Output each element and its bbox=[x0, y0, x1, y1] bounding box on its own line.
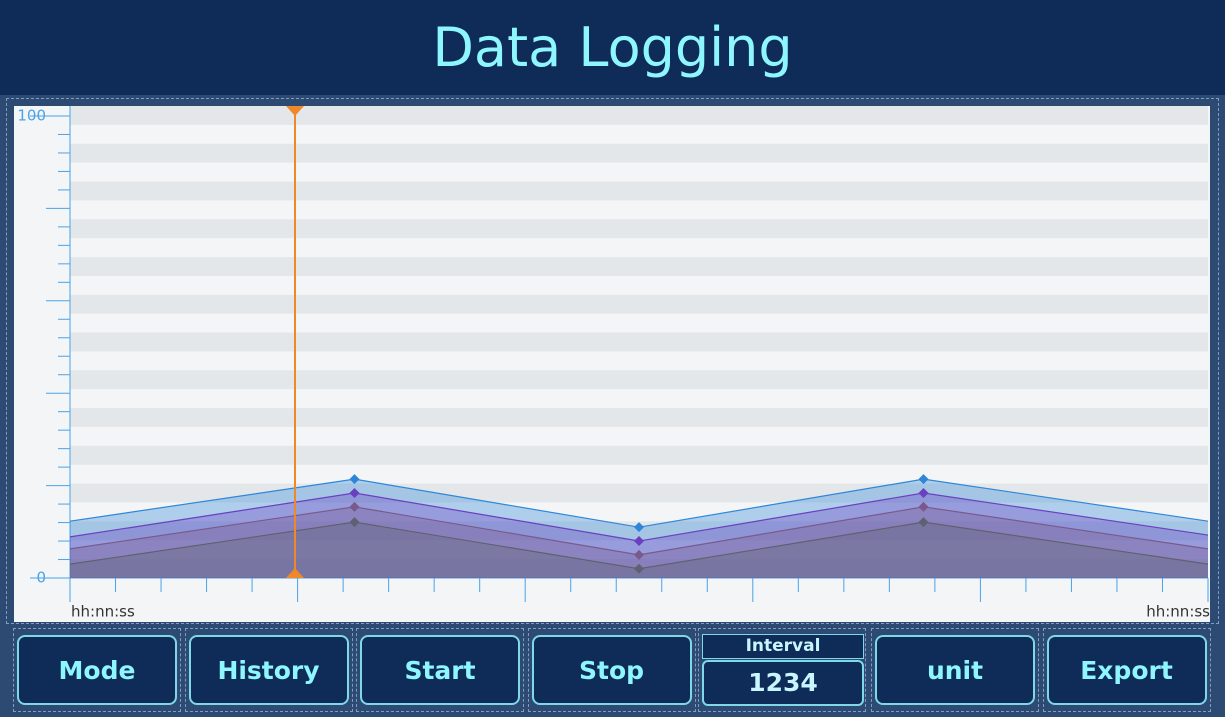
button-slot bbox=[13, 628, 181, 712]
button[interactable]: History bbox=[188, 635, 349, 705]
stripe bbox=[70, 106, 1208, 125]
stripe bbox=[70, 143, 1208, 163]
button[interactable]: Start bbox=[360, 635, 520, 705]
x-label: hh:nn:ss bbox=[71, 603, 135, 621]
marker bbox=[918, 474, 929, 485]
button-slot bbox=[871, 628, 1039, 712]
button-slot bbox=[356, 628, 524, 712]
y-tick-label: 100 bbox=[17, 107, 46, 125]
marker bbox=[634, 563, 644, 574]
interval-value[interactable]: 1234 bbox=[702, 660, 864, 706]
button-slot bbox=[527, 628, 696, 712]
button-slot bbox=[698, 628, 866, 712]
marker bbox=[349, 501, 360, 512]
button[interactable]: Stop bbox=[531, 635, 692, 705]
button[interactable]: unit bbox=[875, 635, 1035, 705]
chart: 0 100 hh:nn:ss hh:nn:ss bbox=[14, 106, 1210, 622]
button-slot bbox=[1042, 628, 1211, 712]
area bbox=[70, 492, 1208, 578]
stripe bbox=[70, 408, 1208, 427]
marker bbox=[634, 522, 644, 533]
button[interactable]: Export bbox=[1046, 635, 1207, 705]
marker bbox=[349, 474, 360, 485]
marker bbox=[634, 549, 644, 560]
x-label: hh:nn:ss bbox=[1146, 603, 1210, 621]
marker bbox=[918, 487, 929, 498]
marker bbox=[349, 487, 360, 498]
chart-frame bbox=[6, 98, 1219, 624]
marker bbox=[349, 517, 360, 528]
interval-label: Interval bbox=[702, 634, 864, 659]
marker bbox=[918, 501, 929, 512]
cursor-bottom bbox=[286, 568, 304, 578]
button[interactable]: Mode bbox=[17, 635, 177, 705]
button-slot bbox=[184, 628, 353, 712]
marker bbox=[634, 536, 644, 547]
stripe bbox=[70, 294, 1208, 314]
stripe bbox=[70, 370, 1208, 390]
stripe bbox=[70, 257, 1208, 276]
area bbox=[70, 522, 1208, 578]
stripe bbox=[70, 332, 1208, 352]
stripe bbox=[70, 181, 1208, 201]
y-tick-label: 0 bbox=[36, 569, 46, 587]
cursor-top bbox=[286, 106, 304, 116]
title: Data Logging bbox=[0, 0, 1225, 95]
marker bbox=[918, 517, 929, 528]
stripe bbox=[70, 219, 1208, 239]
stripe bbox=[70, 445, 1208, 465]
